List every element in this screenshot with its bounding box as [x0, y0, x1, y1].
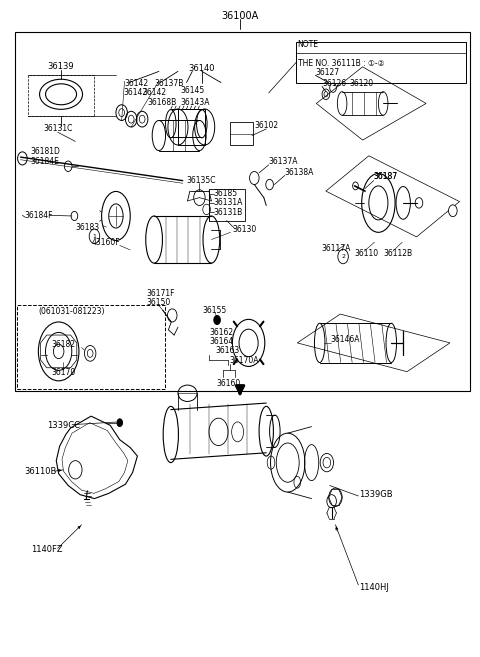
Text: 36117A: 36117A [321, 244, 350, 253]
Circle shape [214, 315, 220, 325]
Text: 36137B: 36137B [154, 79, 183, 88]
Bar [17, 305, 165, 389]
Text: 36112B: 36112B [383, 250, 412, 258]
Text: 1339GB: 1339GB [360, 489, 393, 499]
Bar [15, 32, 470, 391]
Text: 36184E: 36184E [30, 156, 59, 166]
Text: 36127: 36127 [315, 68, 339, 77]
Text: 1: 1 [93, 234, 96, 238]
Bar [209, 189, 245, 221]
Text: 36150: 36150 [146, 298, 171, 307]
Text: 36131B: 36131B [214, 208, 243, 217]
Text: 36138A: 36138A [285, 168, 314, 177]
Bar [28, 75, 95, 116]
Bar [230, 122, 253, 145]
Text: (061031-081223): (061031-081223) [39, 307, 105, 316]
Text: 36140: 36140 [189, 64, 215, 73]
Circle shape [18, 152, 27, 165]
Text: 36170: 36170 [51, 369, 75, 378]
Text: 36131A: 36131A [214, 198, 243, 208]
Text: 36100A: 36100A [221, 11, 259, 21]
Text: 36162: 36162 [209, 328, 233, 337]
Text: 36110B: 36110B [24, 466, 57, 476]
Text: 36102: 36102 [254, 121, 278, 130]
Text: 43160F: 43160F [92, 238, 120, 246]
Text: 36187: 36187 [373, 172, 398, 181]
Text: 36168B: 36168B [147, 99, 176, 107]
Text: 36155: 36155 [203, 306, 227, 315]
Text: 36130: 36130 [233, 225, 257, 234]
Circle shape [117, 419, 122, 426]
Text: 36137A: 36137A [269, 157, 298, 166]
Text: 36131C: 36131C [43, 124, 72, 133]
Text: 1140FZ: 1140FZ [31, 545, 62, 554]
Text: 36146A: 36146A [331, 335, 360, 344]
Text: 36164: 36164 [209, 337, 233, 346]
Text: 36142: 36142 [142, 89, 166, 97]
Text: 36142: 36142 [123, 89, 147, 97]
Text: 36185: 36185 [214, 189, 238, 198]
Text: 36170A: 36170A [229, 356, 259, 365]
Bar [296, 42, 466, 83]
Text: 36184F: 36184F [24, 211, 53, 220]
Text: 36143A: 36143A [180, 99, 210, 107]
Text: 1140HJ: 1140HJ [360, 583, 389, 592]
Text: 36135C: 36135C [186, 176, 216, 185]
Text: 36182: 36182 [51, 340, 75, 349]
Text: 36163: 36163 [215, 346, 240, 355]
Text: 2: 2 [341, 254, 345, 259]
Text: 36142: 36142 [124, 79, 149, 88]
Text: 36120: 36120 [350, 79, 374, 87]
Text: 36145: 36145 [180, 86, 204, 95]
Circle shape [448, 205, 457, 217]
Text: 36139: 36139 [48, 62, 74, 72]
Text: 36183: 36183 [75, 223, 99, 233]
Circle shape [353, 182, 359, 190]
Text: 36160: 36160 [216, 379, 240, 388]
Text: 36126: 36126 [322, 79, 346, 87]
Text: 36187: 36187 [373, 172, 398, 181]
Text: 1339CC: 1339CC [47, 421, 80, 430]
Text: NOTE: NOTE [297, 40, 318, 49]
Bar [178, 109, 205, 145]
Text: 36171F: 36171F [146, 288, 175, 298]
Text: 36181D: 36181D [30, 147, 60, 156]
Text: THE NO. 36111B : ①-②: THE NO. 36111B : ①-② [298, 59, 385, 68]
Text: 36110: 36110 [355, 250, 379, 258]
